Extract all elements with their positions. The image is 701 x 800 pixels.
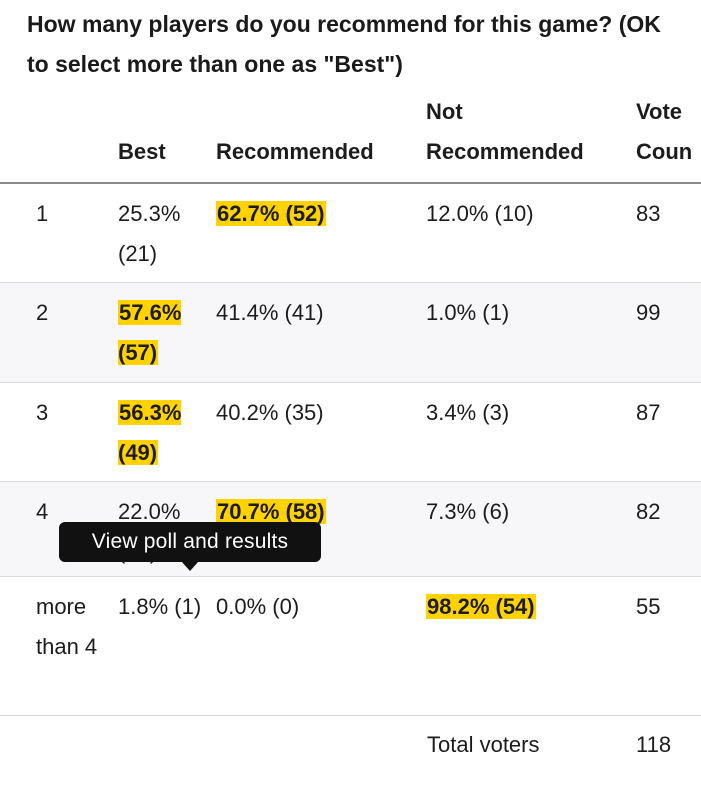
poll-results-table: Best Recommended Not Recommended Vote Co… bbox=[0, 90, 701, 780]
header-vote-count-line2: Coun bbox=[636, 139, 693, 164]
total-voters-label: Total voters bbox=[427, 732, 540, 757]
highlight-recommended: 62.7% (52) bbox=[216, 201, 326, 226]
highlight-best: 56.3% (49) bbox=[118, 400, 182, 465]
header-vote-count-line1: Vote bbox=[636, 99, 683, 124]
header-not-recommended-line1: Not bbox=[426, 99, 463, 124]
table-row-more-than-4: more than 4 1.8% (1) 0.0% (0) 98.2% (54)… bbox=[0, 577, 701, 716]
not-recommended-cell: 3.4% (3) bbox=[426, 400, 510, 425]
best-cell: 1.8% (1) bbox=[118, 594, 202, 619]
vote-count-cell: 87 bbox=[636, 400, 661, 425]
header-recommended: Recommended bbox=[216, 139, 374, 164]
players-cell: 1 bbox=[36, 201, 49, 226]
table-header: Best Recommended Not Recommended Vote Co… bbox=[0, 90, 701, 184]
vote-count-cell: 82 bbox=[636, 499, 661, 524]
tooltip-arrow-icon bbox=[181, 561, 199, 571]
poll-question: How many players do you recommend for th… bbox=[27, 11, 661, 77]
recommended-cell: 41.4% (41) bbox=[216, 300, 324, 325]
players-cell: 2 bbox=[36, 300, 49, 325]
vote-count-cell: 99 bbox=[636, 300, 661, 325]
not-recommended-cell: 1.0% (1) bbox=[426, 300, 510, 325]
best-cell: 56.3% (49) bbox=[118, 393, 206, 473]
table-row-1: 1 25.3% (21) 62.7% (52) 12.0% (10) 83 bbox=[0, 184, 701, 283]
table-row-2: 2 57.6% (57) 41.4% (41) 1.0% (1) 99 bbox=[0, 283, 701, 383]
header-best: Best bbox=[118, 139, 166, 164]
table-row-3: 3 56.3% (49) 40.2% (35) 3.4% (3) 87 bbox=[0, 383, 701, 482]
header-not-recommended-line2: Recommended bbox=[426, 139, 584, 164]
recommended-cell: 0.0% (0) bbox=[216, 594, 300, 619]
recommended-cell: 40.2% (35) bbox=[216, 400, 324, 425]
recommended-cell: 62.7% (52) bbox=[216, 194, 416, 234]
players-cell: 3 bbox=[36, 400, 49, 425]
vote-count-cell: 55 bbox=[636, 594, 661, 619]
highlight-best: 57.6% (57) bbox=[118, 300, 182, 365]
recommended-cell: 70.7% (58) bbox=[216, 492, 416, 532]
vote-count-cell: 83 bbox=[636, 201, 661, 226]
players-cell: more than 4 bbox=[36, 594, 98, 659]
best-cell: 57.6% (57) bbox=[118, 293, 206, 373]
players-cell: 4 bbox=[36, 499, 49, 524]
total-voters-value: 118 bbox=[636, 732, 672, 757]
best-cell: 25.3% (21) bbox=[118, 201, 181, 266]
highlight-not-recommended: 98.2% (54) bbox=[426, 594, 536, 619]
not-recommended-cell: 12.0% (10) bbox=[426, 201, 534, 226]
highlight-recommended: 70.7% (58) bbox=[216, 499, 326, 524]
not-recommended-cell: 7.3% (6) bbox=[426, 499, 510, 524]
view-poll-tooltip[interactable]: View poll and results bbox=[59, 522, 321, 562]
not-recommended-cell: 98.2% (54) bbox=[426, 587, 626, 627]
